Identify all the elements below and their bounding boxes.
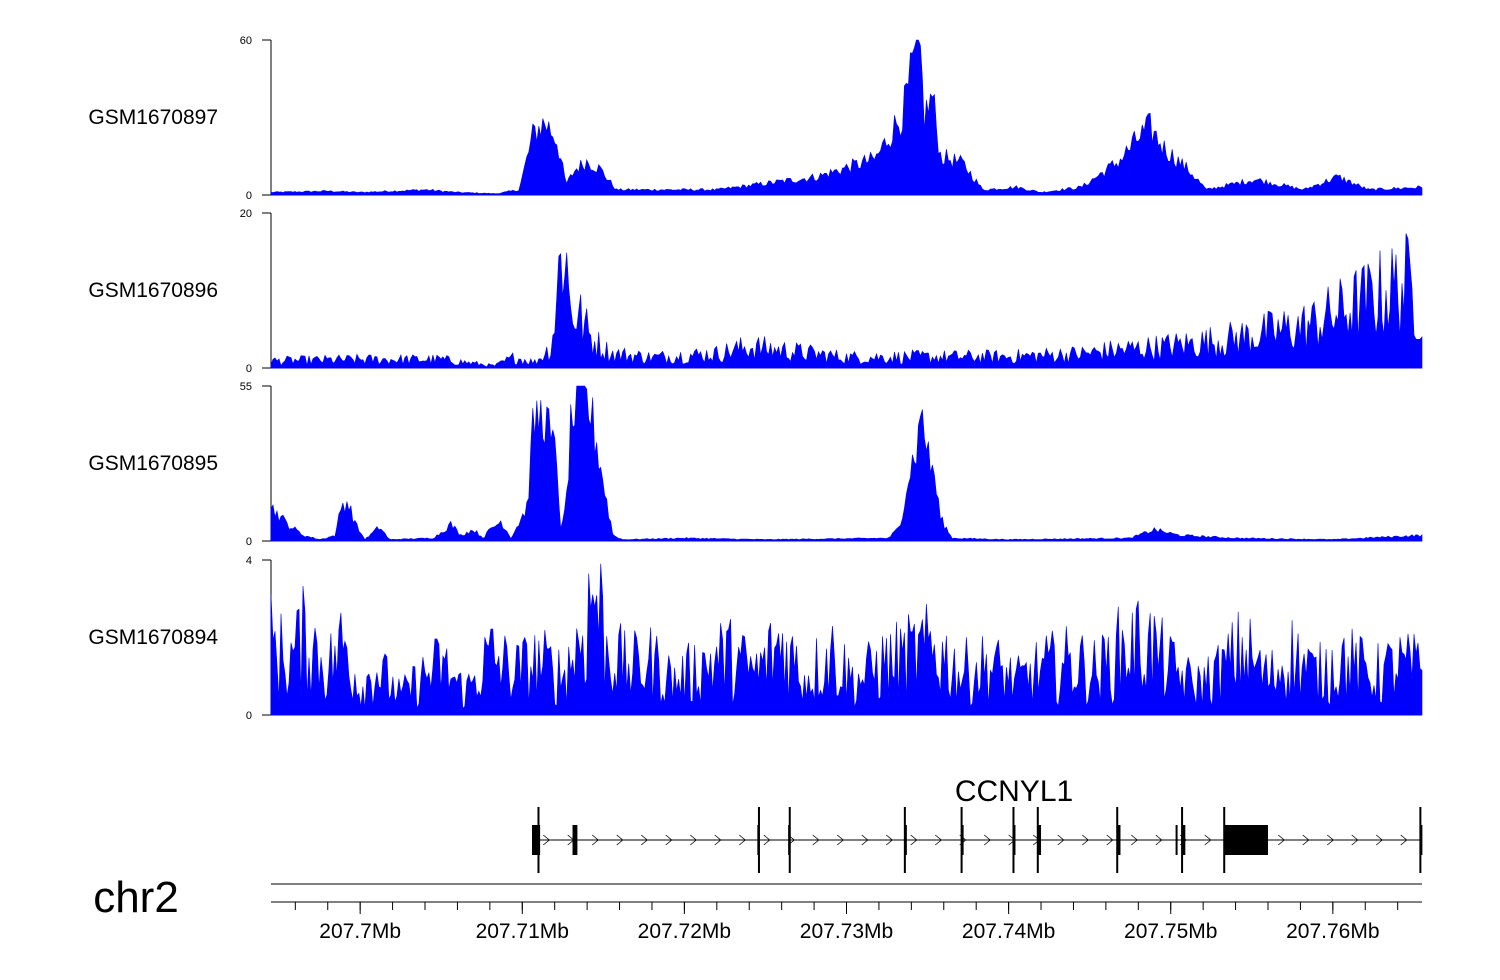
strand-arrow <box>616 834 624 846</box>
x-tick-label: 207.76Mb <box>1286 920 1379 943</box>
x-tick-label: 207.72Mb <box>638 920 731 943</box>
signal-area <box>270 233 1423 369</box>
signal-area <box>270 39 1423 196</box>
signal-tracks: GSM1670897600GSM1670896200GSM1670895550G… <box>88 35 1423 722</box>
strand-arrow <box>1106 834 1114 846</box>
strand-arrow <box>1130 834 1138 846</box>
track-label: GSM1670894 <box>88 626 218 649</box>
signal-area <box>270 563 1423 716</box>
strand-arrow <box>934 834 942 846</box>
strand-arrow <box>738 834 746 846</box>
strand-arrow <box>861 834 869 846</box>
strand-arrow <box>1351 834 1359 846</box>
y-tick-label-min: 0 <box>246 536 252 548</box>
strand-arrow <box>591 834 599 846</box>
strand-arrow <box>1081 834 1089 846</box>
strand-arrow <box>1326 834 1334 846</box>
exon <box>757 825 760 855</box>
y-tick-label-max: 20 <box>240 208 252 220</box>
y-tick-label-max: 55 <box>240 381 252 393</box>
strand-arrow <box>1155 834 1163 846</box>
y-tick-label-min: 0 <box>246 363 252 375</box>
y-tick-label-max: 4 <box>246 555 252 567</box>
strand-arrow <box>1375 834 1383 846</box>
track-label: GSM1670896 <box>88 279 218 302</box>
x-tick-label: 207.7Mb <box>319 920 401 943</box>
track-label: GSM1670895 <box>88 452 218 475</box>
strand-arrow <box>1204 834 1212 846</box>
strand-arrow <box>714 834 722 846</box>
x-tick-label: 207.71Mb <box>476 920 569 943</box>
exon <box>1037 825 1042 855</box>
strand-arrow <box>689 834 697 846</box>
strand-arrow <box>910 834 918 846</box>
x-tick-label: 207.73Mb <box>800 920 893 943</box>
x-tick-label: 207.75Mb <box>1124 920 1217 943</box>
gene-model: CCNYL1 <box>532 775 1423 873</box>
exon <box>1225 825 1268 855</box>
exon <box>904 825 907 855</box>
strand-arrow <box>1400 834 1408 846</box>
x-tick-label: 207.74Mb <box>962 920 1055 943</box>
track-gsm1670897: GSM1670897 60 0 <box>88 35 1423 202</box>
exon <box>572 825 578 855</box>
exon <box>1420 825 1423 855</box>
track-gsm1670896: GSM1670896 20 0 <box>88 208 1423 375</box>
exon <box>1013 825 1016 855</box>
strand-arrow <box>812 834 820 846</box>
strand-arrow <box>983 834 991 846</box>
strand-arrow <box>885 834 893 846</box>
strand-arrow <box>665 834 673 846</box>
strand-arrow <box>763 834 771 846</box>
exon <box>788 825 791 855</box>
gene-name: CCNYL1 <box>955 775 1073 808</box>
strand-arrow <box>836 834 844 846</box>
track-gsm1670894: GSM1670894 4 0 <box>88 555 1423 722</box>
exon <box>1175 825 1178 855</box>
exon <box>1182 825 1186 855</box>
y-tick-label-min: 0 <box>246 190 252 202</box>
track-gsm1670895: GSM1670895 55 0 <box>88 381 1423 548</box>
exon <box>961 825 964 855</box>
y-tick-label-min: 0 <box>246 710 252 722</box>
exon <box>1224 825 1227 855</box>
strand-arrow <box>1277 834 1285 846</box>
exon <box>1117 825 1121 855</box>
strand-arrow <box>640 834 648 846</box>
exon <box>532 825 541 855</box>
strand-arrow <box>1302 834 1310 846</box>
strand-arrow <box>542 834 550 846</box>
chromosome-label: chr2 <box>93 873 179 922</box>
signal-area <box>270 385 1423 542</box>
strand-arrow <box>1057 834 1065 846</box>
track-label: GSM1670897 <box>88 106 218 129</box>
y-tick-label-max: 60 <box>240 35 252 47</box>
genomic-axis: chr2 207.7Mb 207.71Mb 207.72Mb 207.73Mb 207.7… <box>93 873 1422 943</box>
